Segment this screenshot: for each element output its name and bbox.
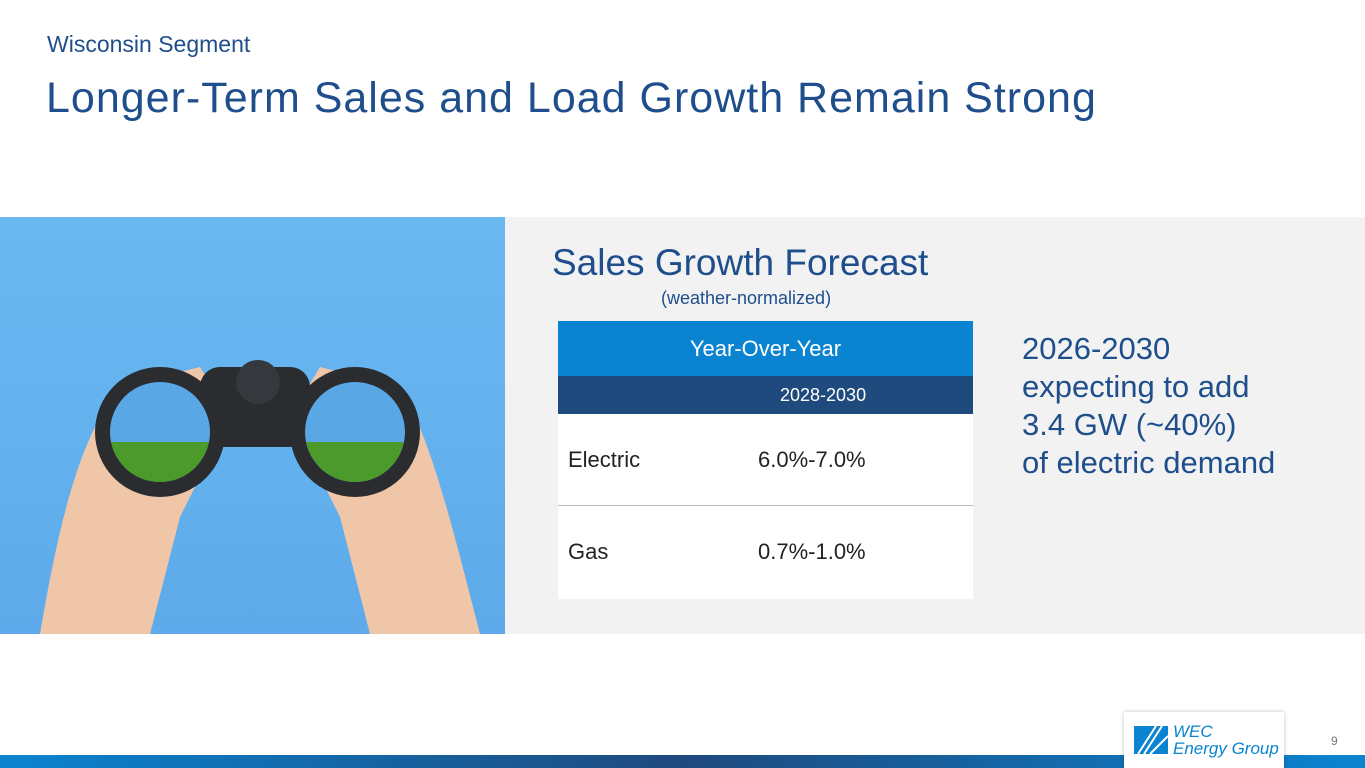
row-label: Gas [568, 539, 609, 564]
forecast-subtitle: (weather-normalized) [661, 288, 832, 308]
note-line: expecting to add [1022, 369, 1250, 404]
forecast-title: Sales Growth Forecast [552, 242, 929, 283]
slide-title: Longer-Term Sales and Load Growth Remain… [46, 74, 1097, 122]
page-number: 9 [1331, 734, 1338, 748]
table-row: Gas 0.7%-1.0% [558, 506, 973, 598]
logo-text: WEC [1173, 722, 1213, 741]
row-label: Electric [568, 446, 641, 472]
footer-bar [0, 755, 1365, 768]
logo-text: Energy Group [1173, 739, 1279, 758]
demand-note: 2026-2030 expecting to add 3.4 GW (~40%)… [1022, 330, 1275, 482]
table-period-header: 2028-2030 [558, 376, 973, 414]
sales-growth-table: Year-Over-Year 2028-2030 Electric 6.0%-7… [558, 321, 973, 599]
wec-logo-icon [1134, 725, 1168, 755]
table-header: Year-Over-Year [558, 321, 973, 376]
note-line: of electric demand [1022, 445, 1276, 480]
binoculars-photo [0, 217, 505, 634]
section-kicker: Wisconsin Segment [47, 31, 251, 57]
row-value: 0.7%-1.0% [758, 539, 866, 564]
table-row: Electric 6.0%-7.0% [558, 414, 973, 506]
note-line: 2026-2030 [1022, 331, 1171, 366]
wec-logo: WEC Energy Group [1124, 712, 1284, 768]
row-value: 6.0%-7.0% [758, 446, 866, 472]
note-line: 3.4 GW (~40%) [1022, 407, 1237, 442]
